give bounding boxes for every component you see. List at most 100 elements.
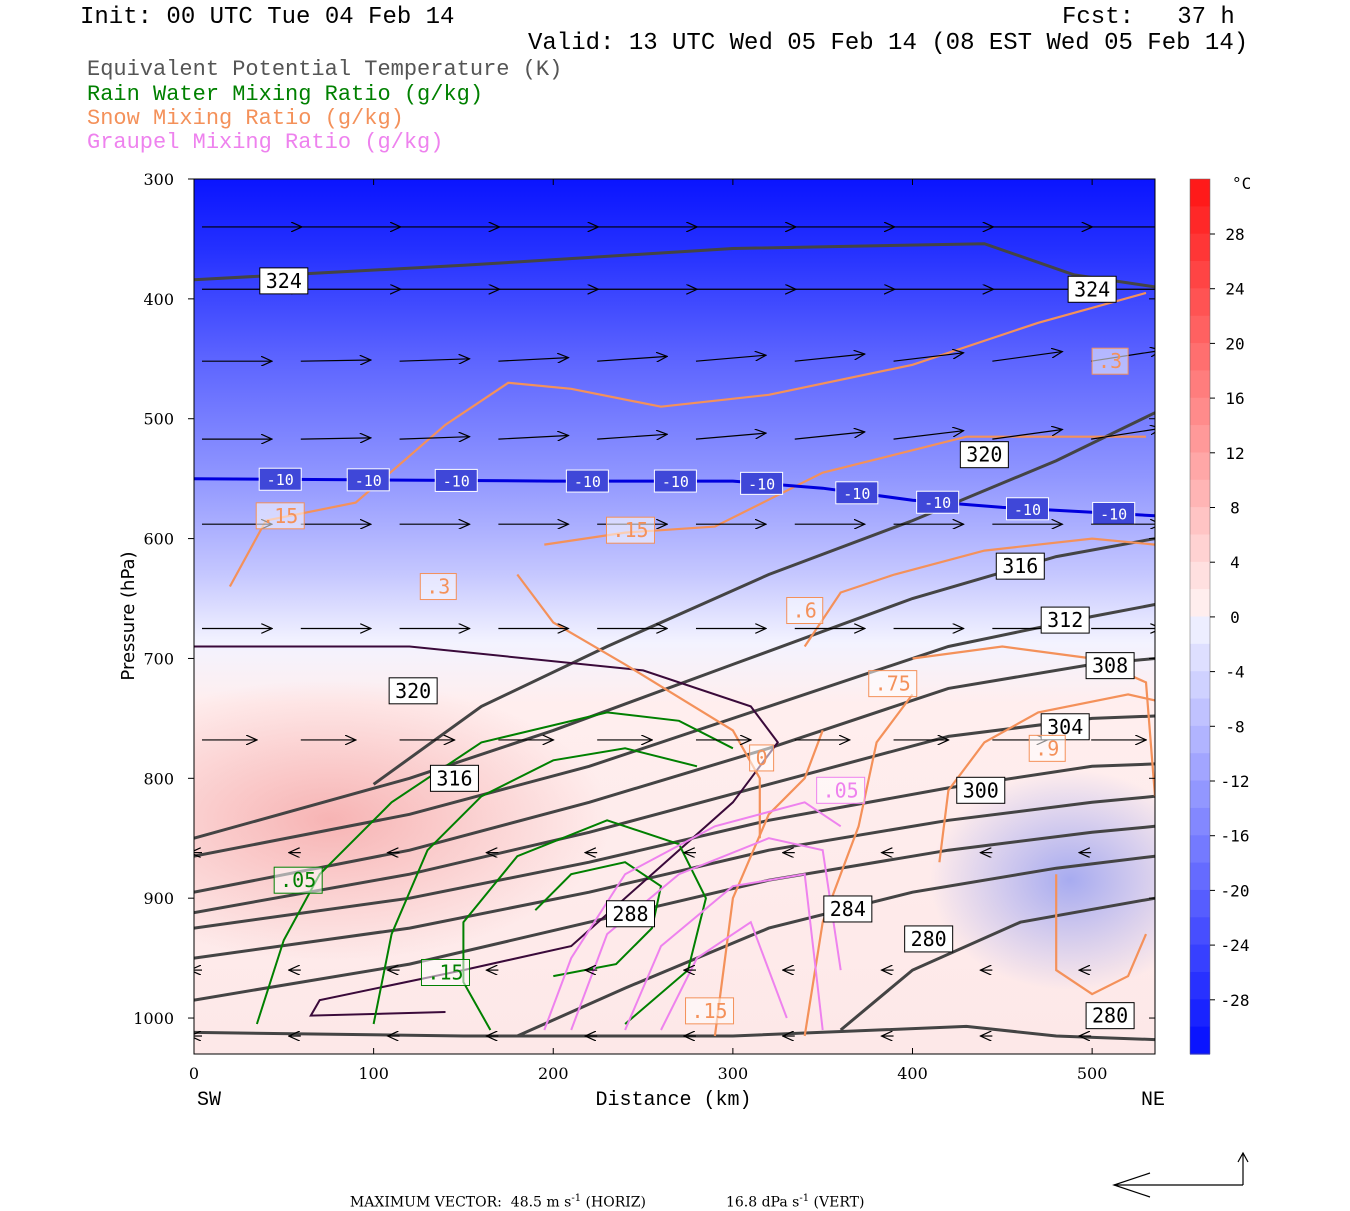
colorbar-tick-label: 12	[1225, 444, 1244, 463]
wind-vector	[794, 432, 865, 440]
cool-pocket	[930, 770, 1155, 990]
y-tick-label: 900	[143, 889, 174, 908]
wind-vector	[597, 434, 667, 439]
max-vector-prefix: MAXIMUM VECTOR:	[349, 1194, 502, 1211]
theta-e-label: 320	[395, 679, 431, 703]
theta-e-contour	[194, 537, 1155, 840]
snow-contour	[803, 693, 914, 1037]
wind-vector	[992, 352, 1062, 362]
isotherm-label: -10	[748, 475, 775, 493]
x-axis-label: Distance (km)	[595, 1089, 751, 1112]
snow-label: .9	[1035, 736, 1059, 760]
theta-e-label-box	[429, 764, 479, 792]
colorbar-segment	[1190, 643, 1210, 672]
colorbar-segment	[1190, 589, 1210, 618]
colorbar-segment	[1190, 261, 1210, 289]
colorbar-segment	[1190, 698, 1210, 727]
sw-label: SW	[197, 1089, 221, 1112]
theta-e-label: 320	[966, 443, 1002, 467]
theta-e-contour	[839, 896, 1155, 1032]
colorbar-segment	[1190, 971, 1210, 1000]
theta-e-label: 312	[1047, 608, 1083, 632]
snow-label-box	[255, 502, 305, 530]
snow-label: .15	[262, 504, 298, 528]
wind-vector	[597, 356, 667, 361]
wind-vectors	[194, 227, 1155, 1036]
colorbar-segment	[1190, 1026, 1210, 1055]
max-vector-footer: MAXIMUM VECTOR: 48.5 m s-1 (HORIZ) 16.8 d…	[341, 1177, 865, 1211]
snow-label: .3	[1098, 349, 1122, 373]
colorbar-segment	[1190, 343, 1210, 372]
x-tick-label: 400	[897, 1064, 928, 1083]
theta-e-label-box	[956, 776, 1006, 804]
theta-e-label-box	[904, 925, 954, 953]
theta-e-label: 324	[1074, 277, 1110, 301]
snow-label-box	[685, 997, 735, 1025]
theta-e-label: 308	[1092, 654, 1128, 678]
wind-vector	[695, 433, 766, 440]
colorbar-segment	[1190, 807, 1210, 836]
vert-vector-tag: (VERT)	[813, 1194, 865, 1211]
axes: 300 400 500 600 700 800 900 1000 0 100 200 300 400 50…	[118, 170, 1165, 1112]
theta-e-label-box	[1085, 652, 1135, 680]
x-tick-label: 500	[1077, 1064, 1108, 1083]
colorbar-segment	[1190, 479, 1210, 508]
colorbar-segment	[1190, 671, 1210, 700]
theta-e-label: 280	[1092, 1004, 1128, 1028]
colorbar-segment	[1190, 725, 1210, 754]
wind-vector	[300, 438, 371, 439]
minus10-isotherm: -10 -10 -10 -10 -10 -10 -10 -10 -10 -10	[194, 467, 1155, 525]
isotherm-label: -10	[267, 471, 294, 489]
isotherm-label: -10	[843, 485, 870, 503]
theta-e-label-box	[1085, 1002, 1135, 1030]
colorbar-tick-label: 24	[1225, 280, 1244, 299]
snow-label-box	[749, 744, 775, 772]
colorbar-tick-label: -28	[1221, 991, 1250, 1010]
theta-e-label-box	[1040, 606, 1090, 634]
theta-e-label: 284	[830, 897, 866, 921]
rain-label-box	[273, 866, 323, 894]
vert-vector-exponent: -1	[799, 1193, 810, 1204]
legend-graupel: Graupel Mixing Ratio (g/kg)	[87, 130, 444, 155]
colorbar-segment	[1190, 179, 1210, 207]
colorbar-segment	[1190, 370, 1210, 399]
graupel-label-box	[816, 776, 866, 804]
wind-vector	[794, 354, 865, 362]
snow-contour	[938, 693, 1155, 863]
theta-e-label: 300	[963, 778, 999, 802]
colorbar-segment	[1190, 917, 1210, 946]
colorbar-segment	[1190, 862, 1210, 891]
isotherm-label: -10	[662, 473, 689, 491]
colorbar-tick-label: -4	[1225, 663, 1244, 682]
colorbar-tick-label: 20	[1225, 334, 1244, 353]
wind-vector	[399, 359, 470, 361]
rain-label-box	[420, 958, 470, 986]
snow-label: .15	[691, 999, 727, 1023]
ne-label: NE	[1141, 1089, 1165, 1112]
x-tick-label: 200	[538, 1064, 569, 1083]
colorbar-tick-label: -24	[1221, 936, 1250, 955]
wind-vector	[893, 431, 964, 440]
isotherm-label-box	[258, 467, 302, 491]
wind-vector	[300, 360, 371, 361]
snow-label-box	[605, 516, 655, 544]
colorbar-segment	[1190, 561, 1210, 590]
theta-e-contour	[194, 714, 1155, 915]
rain-contour	[534, 861, 663, 978]
theta-e-label-box	[995, 552, 1045, 580]
wind-vector	[1091, 428, 1155, 440]
theta-e-contour	[194, 794, 1155, 960]
isotherm-label-box	[434, 468, 478, 492]
colorbar-segment	[1190, 507, 1210, 536]
y-tick-label: 600	[143, 530, 174, 549]
colorbar-tick-label: 8	[1230, 499, 1240, 518]
snow-contour	[1055, 874, 1148, 996]
snow-label-box	[786, 597, 824, 625]
isotherm-label: -10	[924, 494, 951, 512]
horiz-reference-head	[1112, 1172, 1151, 1198]
isotherm-label: -10	[1014, 501, 1041, 519]
graupel-contour	[624, 873, 824, 1031]
colorbar: °C 28 24 20 16 12 8 4 0 -4 -8 -12 -16 -20 -24 -28	[1189, 174, 1251, 1055]
isotherm-label-box	[835, 481, 879, 505]
isotherm-label-box	[1005, 497, 1049, 521]
